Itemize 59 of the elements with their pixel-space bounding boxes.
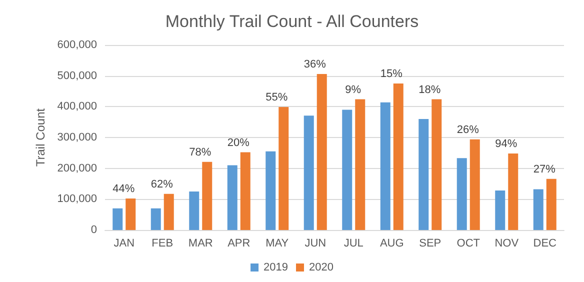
x-tick-label: JUN [304, 238, 326, 250]
y-tick-label: 100,000 [57, 193, 97, 206]
x-tick-label: MAR [188, 238, 213, 250]
legend-label: 2020 [309, 262, 334, 274]
x-tick-label: JAN [114, 238, 135, 250]
bar [304, 116, 314, 230]
bar [380, 102, 390, 230]
bar [470, 139, 480, 230]
x-tick-label: MAY [266, 238, 290, 250]
annotation: 18% [418, 84, 441, 96]
x-tick-label: APR [228, 238, 250, 250]
bar [393, 84, 404, 230]
bar [316, 74, 327, 230]
bar [508, 154, 518, 230]
annotation: 78% [189, 146, 212, 158]
x-tick-label: SEP [419, 238, 442, 250]
bar [164, 194, 174, 230]
annotation: 44% [112, 183, 135, 196]
bar [266, 151, 276, 230]
y-axis-title: Trail Count [33, 108, 48, 167]
x-tick-label: DEC [533, 238, 557, 250]
annotation: 55% [266, 91, 288, 104]
y-tick-label: 500,000 [57, 70, 97, 82]
chart-title: Monthly Trail Count - All Counters [165, 12, 419, 31]
bar [456, 158, 467, 230]
bar [126, 198, 136, 230]
y-tick-label: 0 [90, 224, 97, 236]
bar [342, 110, 352, 230]
annotation: 15% [380, 68, 403, 80]
bar [533, 189, 544, 230]
bar [495, 190, 506, 230]
x-tick-label: JUL [344, 238, 364, 250]
bar [432, 99, 442, 230]
bar [546, 178, 556, 230]
x-tick-label: AUG [380, 238, 404, 250]
bar [278, 106, 289, 230]
x-tick-label: OCT [456, 238, 480, 250]
legend-label: 2019 [264, 262, 288, 274]
bar [240, 152, 250, 230]
bar [227, 165, 238, 230]
bar [189, 191, 200, 230]
y-tick-label: 200,000 [57, 162, 97, 174]
annotation: 26% [456, 124, 480, 136]
y-tick-label: 300,000 [57, 132, 97, 144]
x-tick-label: FEB [152, 238, 174, 250]
annotation: 62% [150, 178, 174, 190]
bar [418, 119, 429, 230]
bar [112, 208, 123, 230]
annotation: 94% [495, 138, 518, 150]
y-tick-label: 600,000 [57, 39, 97, 51]
y-tick-label: 400,000 [57, 100, 97, 113]
annotation: 9% [345, 84, 362, 96]
x-tick-label: NOV [494, 238, 520, 250]
annotation: 27% [533, 163, 556, 176]
bar [355, 99, 366, 230]
annotation: 36% [304, 58, 326, 70]
bar [202, 162, 212, 230]
annotation: 20% [227, 136, 250, 149]
bar [150, 208, 161, 230]
